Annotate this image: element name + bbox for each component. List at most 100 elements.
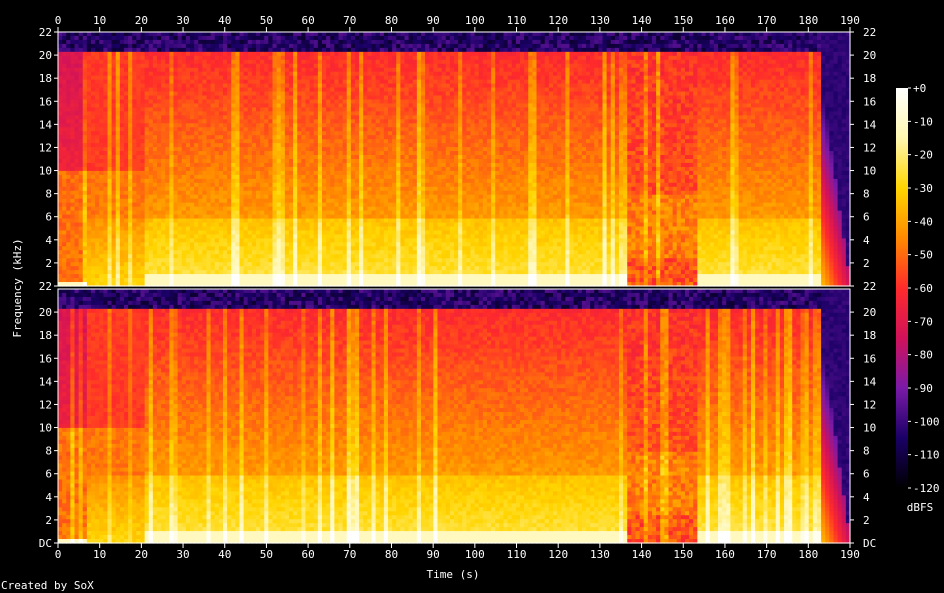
spectrogram-cell bbox=[83, 131, 88, 136]
spectrogram-cell bbox=[277, 147, 282, 152]
spectrogram-cell bbox=[62, 139, 67, 144]
spectrogram-cell bbox=[293, 64, 298, 69]
spectrogram-cell bbox=[268, 179, 273, 184]
spectrogram-cell bbox=[372, 96, 377, 101]
spectrogram-cell bbox=[153, 44, 158, 49]
spectrogram-cell bbox=[87, 258, 92, 263]
spectrogram-cell bbox=[149, 80, 154, 85]
spectrogram-cell bbox=[343, 250, 348, 255]
spectrogram-cell bbox=[108, 203, 113, 208]
spectrogram-cell bbox=[256, 92, 261, 97]
spectrogram-cell bbox=[153, 203, 158, 208]
spectrogram-cell bbox=[145, 171, 150, 176]
spectrogram-cell bbox=[120, 64, 125, 69]
spectrogram-cell bbox=[256, 52, 261, 57]
spectrogram-cell bbox=[211, 88, 216, 93]
spectrogram-cell bbox=[285, 223, 290, 228]
spectrogram-cell bbox=[359, 52, 364, 57]
spectrogram-cell bbox=[112, 96, 117, 101]
spectrogram-cell bbox=[153, 96, 158, 101]
spectrogram-cell bbox=[124, 179, 129, 184]
spectrogram-cell bbox=[347, 68, 352, 73]
spectrogram-cell bbox=[153, 187, 158, 192]
spectrogram-cell bbox=[240, 171, 245, 176]
spectrogram-cell bbox=[83, 270, 88, 275]
spectrogram-cell bbox=[198, 131, 203, 136]
spectrogram-cell bbox=[330, 88, 335, 93]
spectrogram-cell bbox=[215, 143, 220, 148]
spectrogram-cell bbox=[186, 226, 191, 231]
spectrogram-cell bbox=[99, 191, 104, 196]
spectrogram-cell bbox=[178, 88, 183, 93]
spectrogram-cell bbox=[244, 238, 249, 243]
spectrogram-cell bbox=[70, 270, 75, 275]
spectrogram-cell bbox=[318, 274, 323, 279]
spectrogram-cell bbox=[120, 274, 125, 279]
spectrogram-cell bbox=[355, 52, 360, 57]
spectrogram-cell bbox=[343, 278, 348, 283]
spectrogram-cell bbox=[58, 223, 63, 228]
spectrogram-cell bbox=[297, 187, 302, 192]
spectrogram-cell bbox=[306, 76, 311, 81]
spectrogram-cell bbox=[153, 139, 158, 144]
spectrogram-cell bbox=[178, 48, 183, 53]
spectrogram-cell bbox=[297, 76, 302, 81]
spectrogram-cell bbox=[112, 88, 117, 93]
spectrogram-cell bbox=[70, 266, 75, 271]
spectrogram-cell bbox=[165, 151, 170, 156]
spectrogram-cell bbox=[372, 195, 377, 200]
spectrogram-cell bbox=[343, 40, 348, 45]
spectrogram-cell bbox=[103, 230, 108, 235]
spectrogram-cell bbox=[202, 127, 207, 132]
spectrogram-cell bbox=[79, 254, 84, 259]
spectrogram-cell bbox=[99, 223, 104, 228]
spectrogram-cell bbox=[301, 56, 306, 61]
spectrogram-cell bbox=[186, 99, 191, 104]
spectrogram-cell bbox=[141, 139, 146, 144]
spectrogram-cell bbox=[99, 131, 104, 136]
spectrogram-cell bbox=[231, 278, 236, 283]
spectrogram-cell bbox=[182, 107, 187, 112]
spectrogram-cell bbox=[161, 258, 166, 263]
spectrogram-cell bbox=[141, 270, 146, 275]
spectrogram-cell bbox=[194, 36, 199, 41]
spectrogram-cell bbox=[235, 147, 240, 152]
spectrogram-cell bbox=[182, 56, 187, 61]
spectrogram-cell bbox=[128, 187, 133, 192]
spectrogram-cell bbox=[330, 262, 335, 267]
spectrogram-cell bbox=[235, 36, 240, 41]
spectrogram-cell bbox=[334, 266, 339, 271]
spectrogram-cell bbox=[343, 36, 348, 41]
spectrogram-cell bbox=[132, 155, 137, 160]
spectrogram-cell bbox=[252, 80, 257, 85]
spectrogram-cell bbox=[231, 151, 236, 156]
spectrogram-cell bbox=[256, 175, 261, 180]
spectrogram-cell bbox=[310, 68, 315, 73]
spectrogram-cell bbox=[58, 92, 63, 97]
spectrogram-cell bbox=[132, 179, 137, 184]
spectrogram-cell bbox=[351, 258, 356, 263]
spectrogram-cell bbox=[310, 199, 315, 204]
spectrogram-cell bbox=[95, 234, 100, 239]
spectrogram-cell bbox=[120, 96, 125, 101]
spectrogram-cell bbox=[207, 80, 212, 85]
spectrogram-cell bbox=[87, 163, 92, 168]
spectrogram-cell bbox=[128, 44, 133, 49]
spectrogram-cell bbox=[132, 242, 137, 247]
spectrogram-cell bbox=[136, 171, 141, 176]
spectrogram-cell bbox=[235, 242, 240, 247]
spectrogram-cell bbox=[174, 179, 179, 184]
spectrogram-cell bbox=[108, 207, 113, 212]
spectrogram-cell bbox=[99, 123, 104, 128]
spectrogram-cell bbox=[231, 139, 236, 144]
spectrogram-cell bbox=[318, 60, 323, 65]
spectrogram-cell bbox=[240, 119, 245, 124]
spectrogram-cell bbox=[355, 238, 360, 243]
spectrogram-cell bbox=[268, 215, 273, 220]
spectrogram-cell bbox=[227, 131, 232, 136]
spectrogram-cell bbox=[75, 147, 80, 152]
spectrogram-cell bbox=[182, 119, 187, 124]
spectrogram-cell bbox=[339, 80, 344, 85]
spectrogram-cell bbox=[141, 92, 146, 97]
spectrogram-cell bbox=[244, 56, 249, 61]
